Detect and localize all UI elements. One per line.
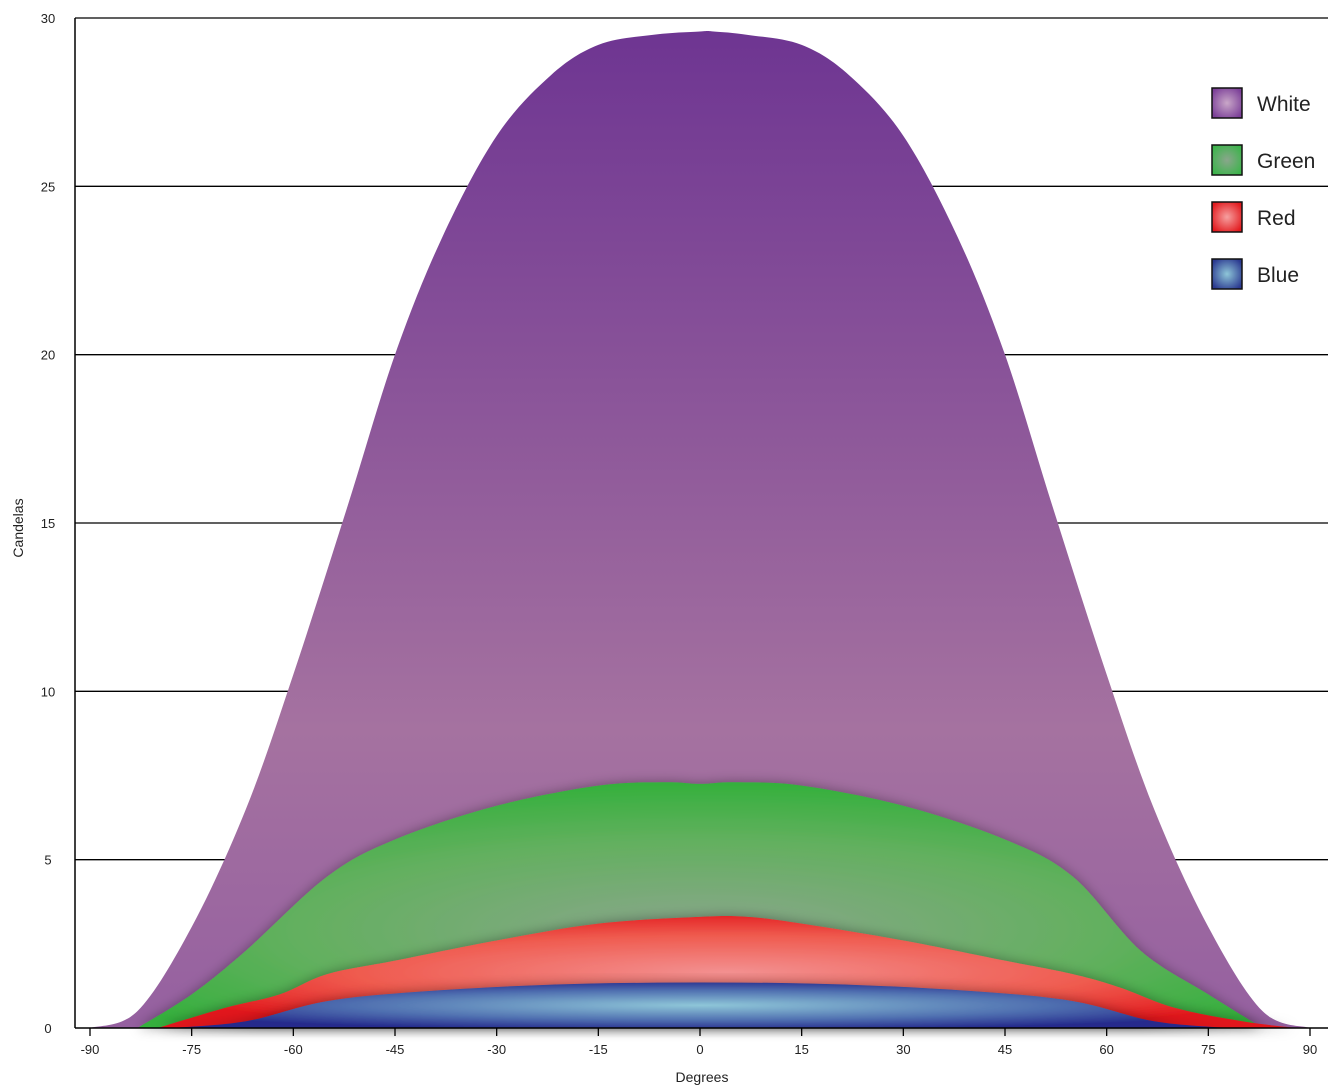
y-tick-label: 25 [41,179,55,194]
y-axis-title: Candelas [10,498,26,557]
x-tick-label: 15 [794,1042,808,1057]
legend-label: White [1257,93,1311,116]
axes [74,18,1328,1029]
x-tick-label: -45 [386,1042,405,1057]
x-tick-label: -90 [81,1042,100,1057]
series-area-white [90,31,1310,1028]
legend-label: Blue [1257,264,1299,287]
series-areas [90,31,1310,1028]
x-tick-label: 30 [896,1042,910,1057]
x-axis-title: Degrees [676,1069,729,1085]
y-tick-label: 30 [41,11,55,26]
x-tick-label: -30 [487,1042,506,1057]
x-tick-label: 45 [998,1042,1012,1057]
legend-swatch-green [1211,144,1243,176]
y-tick-label: 5 [44,853,51,868]
legend-label: Green [1257,150,1315,173]
y-tick-label: 0 [44,1021,51,1036]
y-ticks: 0 5 10 15 20 25 30 [41,11,55,1036]
x-tick-label: 0 [696,1042,703,1057]
x-tick-label: -15 [589,1042,608,1057]
x-tick-label: 90 [1303,1042,1317,1057]
y-tick-label: 10 [41,684,55,699]
x-tick-label: 60 [1099,1042,1113,1057]
x-tick-label: 75 [1201,1042,1215,1057]
x-tick-label: -75 [182,1042,201,1057]
legend-swatch-blue [1211,258,1243,290]
legend: White Green Red Blue [1211,87,1315,290]
legend-swatch-white [1211,87,1243,119]
legend-label: Red [1257,207,1296,230]
y-tick-label: 20 [41,348,55,363]
legend-swatch-red [1211,201,1243,233]
y-tick-label: 15 [41,516,55,531]
x-tick-label: -60 [284,1042,303,1057]
series-area-blue [171,982,1229,1028]
x-ticks: -90 -75 -60 -45 -30 -15 0 15 30 45 60 75 90 [81,1028,1317,1057]
